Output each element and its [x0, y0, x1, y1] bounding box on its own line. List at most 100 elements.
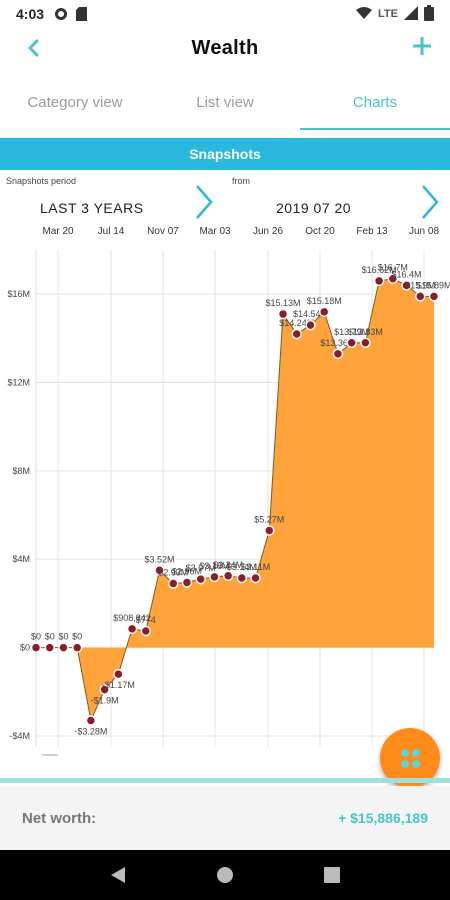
data-label: $15.18M	[307, 296, 342, 306]
back-button[interactable]	[20, 34, 48, 62]
date-label: Jul 14	[97, 226, 125, 237]
data-point	[291, 328, 303, 340]
data-label: -$1.9M	[91, 696, 119, 706]
data-point	[236, 572, 248, 584]
date-label: Jun 08	[408, 226, 440, 237]
data-label: $14.24M	[279, 318, 314, 328]
data-label: $3.07M	[186, 563, 216, 573]
status-time: 4:03	[16, 6, 45, 22]
chevron-right-icon[interactable]	[418, 182, 442, 222]
data-label: $15.13M	[266, 298, 301, 308]
from-label: from	[232, 176, 250, 186]
data-point	[140, 625, 152, 637]
signal-icon	[404, 5, 418, 23]
date-label: Mar 20	[42, 226, 74, 237]
page-title: Wealth	[191, 36, 259, 59]
net-worth-label: Net worth:	[22, 809, 97, 827]
data-label: $0	[72, 632, 82, 642]
data-point	[113, 668, 124, 680]
status-right-icons: LTE	[356, 4, 434, 24]
data-point	[277, 308, 289, 320]
data-point	[209, 571, 220, 583]
data-label: $13.79M	[334, 327, 369, 337]
date-label: Jun 26	[252, 226, 284, 237]
data-label: $3.11M	[241, 562, 270, 572]
data-point	[154, 565, 165, 576]
area-fill	[36, 278, 434, 721]
chevron-right-icon[interactable]	[192, 182, 216, 222]
nav-back-icon[interactable]	[110, 866, 126, 884]
data-label: $15.89M	[416, 280, 450, 290]
data-point	[222, 570, 234, 582]
grid-dots-icon	[400, 748, 420, 768]
data-point	[195, 573, 206, 585]
sd-card-icon	[76, 7, 88, 21]
nav-home-icon[interactable]	[216, 866, 234, 884]
net-worth-value: + $15,886,189	[338, 810, 428, 826]
scroll-indicator	[42, 754, 58, 756]
tab-list-view[interactable]: List view	[196, 94, 254, 111]
data-label: $16.4M	[392, 269, 422, 279]
data-point	[30, 642, 42, 653]
from-date-value[interactable]: 2019 07 20	[276, 200, 352, 216]
section-title: Snapshots	[0, 138, 450, 170]
data-label: $13.36M	[320, 338, 355, 348]
data-label: $3.52M	[145, 554, 175, 564]
view-tabs: Category view List view Charts	[0, 82, 450, 130]
chevron-left-icon	[27, 38, 40, 58]
data-label: $16.62M	[362, 265, 397, 275]
battery-icon	[424, 4, 434, 24]
data-point	[167, 578, 179, 589]
status-bar: 4:03 LTE	[0, 0, 450, 28]
date-label: Mar 03	[199, 226, 231, 237]
tab-category-view[interactable]: Category view	[27, 94, 123, 111]
data-point	[428, 291, 440, 302]
data-label: $2.93M	[158, 568, 188, 578]
y-tick-label: $0	[20, 643, 30, 653]
data-point	[85, 715, 97, 726]
y-tick-label: $12M	[7, 378, 30, 388]
date-label: Feb 13	[356, 226, 388, 237]
wifi-icon	[356, 6, 373, 23]
divider	[0, 778, 450, 783]
period-selector: Snapshots period LAST 3 YEARS from 2019 …	[0, 172, 450, 222]
data-label: $2.96M	[172, 566, 202, 576]
data-point	[346, 337, 357, 349]
add-button[interactable]	[408, 32, 436, 60]
tab-charts[interactable]: Charts	[300, 82, 450, 130]
data-label: $0	[31, 632, 41, 642]
data-label: $0	[58, 632, 68, 642]
data-point	[318, 306, 330, 318]
data-label: $3.24M	[213, 560, 243, 570]
data-point	[360, 337, 371, 349]
data-label: $3.18M	[199, 561, 229, 571]
series-line	[36, 278, 434, 723]
plus-icon	[413, 37, 431, 55]
data-point	[305, 319, 316, 331]
data-point	[250, 572, 261, 584]
date-axis: Mar 20 Jul 14 Nov 07 Mar 03 Jun 26 Oct 2…	[0, 224, 450, 242]
data-label: $774	[136, 615, 156, 625]
data-label: -$1.17M	[102, 680, 135, 690]
period-value[interactable]: LAST 3 YEARS	[40, 200, 144, 216]
data-point	[373, 275, 385, 287]
network-type: LTE	[378, 8, 398, 20]
nav-recents-icon[interactable]	[324, 867, 340, 883]
data-point	[401, 280, 412, 291]
data-point	[99, 684, 110, 695]
data-label: $3.14M	[227, 562, 257, 572]
y-tick-label: $8M	[12, 466, 30, 476]
data-point	[58, 642, 69, 653]
data-label: $15.9M	[405, 280, 435, 290]
y-tick-label: $4M	[12, 554, 30, 564]
data-point	[44, 642, 55, 653]
y-tick-label: $16M	[7, 289, 30, 299]
data-label: $908,842	[113, 613, 151, 623]
net-worth-bar: Net worth: + $15,886,189	[0, 786, 450, 850]
date-label: Oct 20	[305, 226, 335, 237]
data-label: $5.27M	[254, 515, 284, 525]
date-label: Nov 07	[147, 226, 179, 237]
data-label: $14.54M	[293, 309, 328, 319]
period-label: Snapshots period	[6, 176, 77, 186]
data-label: $0	[45, 632, 55, 642]
